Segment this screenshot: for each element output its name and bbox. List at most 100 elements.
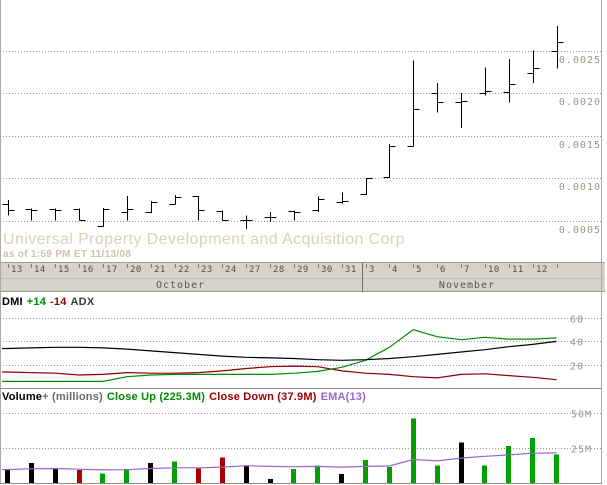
date-label: 16 <box>82 265 94 275</box>
volume-axis-label: 50M <box>571 410 592 421</box>
volume-bar <box>196 468 201 483</box>
volume-bar <box>5 469 10 483</box>
date-tick <box>103 264 104 268</box>
volume-bar <box>29 462 34 483</box>
company-title-watermark: Universal Property Development and Acqui… <box>3 231 405 248</box>
date-label: 13 <box>11 265 23 275</box>
dmi-axis-label: 20 <box>570 362 584 373</box>
date-tick <box>8 264 9 268</box>
date-tick <box>437 264 438 268</box>
volume-bar <box>220 457 225 483</box>
volume-bar <box>435 465 440 483</box>
price-axis-label: 0.0025 <box>559 55 601 66</box>
date-tick <box>222 264 223 268</box>
date-tick <box>175 264 176 268</box>
volume-panel-header: Volume+ (millions) Close Up (225.3M) Close… <box>2 391 370 403</box>
volume-bar <box>363 460 368 483</box>
date-label: 30 <box>321 265 333 275</box>
volume-bar <box>554 454 559 483</box>
date-label: 4 <box>392 265 398 275</box>
dmi-label: DMI <box>2 296 23 308</box>
volume-bar <box>339 474 344 483</box>
price-axis-label: 0.0005 <box>559 225 601 236</box>
volume-bar <box>172 461 177 483</box>
date-tick <box>31 264 32 268</box>
date-label: 7 <box>464 265 470 275</box>
date-axis-days: 13 14 15 16 17 20 21 22 23 24 27 28 29 30 31 3 4 5 6 7 10 11 1… <box>0 263 605 278</box>
date-tick <box>533 264 534 268</box>
date-tick <box>557 264 558 268</box>
plus-di-label: +14 <box>26 296 47 308</box>
month-separator <box>362 263 363 292</box>
close-up-label: Close Up (225.3M) <box>106 391 206 403</box>
date-axis-months: October November <box>0 278 605 292</box>
price-axis-label: 0.0010 <box>559 182 601 193</box>
date-tick <box>79 264 80 268</box>
date-tick <box>151 264 152 268</box>
date-tick <box>55 264 56 268</box>
date-label: 10 <box>488 265 500 275</box>
date-label: 31 <box>345 265 357 275</box>
volume-bar <box>506 446 511 483</box>
volume-bar <box>124 469 129 483</box>
volume-bar <box>482 465 487 483</box>
close-down-label: Close Down (37.9M) <box>209 391 317 403</box>
adx-label: ADX <box>70 296 95 308</box>
volume-bar <box>100 473 105 483</box>
date-label: 23 <box>201 265 213 275</box>
volume-bar <box>77 469 82 483</box>
date-tick <box>342 264 343 268</box>
price-axis-label: 0.0015 <box>559 140 601 151</box>
date-tick <box>461 264 462 268</box>
volume-axis-label: 25M <box>571 445 592 456</box>
date-label: 22 <box>178 265 190 275</box>
dmi-panel-header: DMI +14 -14 ADX <box>2 296 98 308</box>
date-axis-strip: 13 14 15 16 17 20 21 22 23 24 27 28 29 30 31 3 4 5 6 7 10 11 1… <box>0 262 605 292</box>
as-of-timestamp: as of 1:59 PM ET 11/13/08 <box>3 249 132 260</box>
date-tick <box>127 264 128 268</box>
volume-bar <box>148 462 153 483</box>
dmi-axis-label: 40 <box>570 338 584 349</box>
date-label: 21 <box>154 265 166 275</box>
volume-units-label: + (millions) <box>42 391 103 403</box>
date-tick <box>509 264 510 268</box>
date-tick <box>485 264 486 268</box>
ema-label: EMA(13) <box>320 391 366 403</box>
date-label: 11 <box>512 265 524 275</box>
date-tick <box>246 264 247 268</box>
volume-bar <box>459 442 464 483</box>
date-tick <box>294 264 295 268</box>
date-label: 20 <box>130 265 142 275</box>
date-tick <box>389 264 390 268</box>
volume-bar <box>387 467 392 483</box>
date-label: 3 <box>369 265 375 275</box>
date-label: 14 <box>34 265 46 275</box>
price-axis-label: 0.0020 <box>559 97 601 108</box>
date-label: 5 <box>416 265 422 275</box>
dmi-line--di- <box>2 329 557 382</box>
date-tick <box>366 264 367 268</box>
date-label: 28 <box>273 265 285 275</box>
date-tick <box>318 264 319 268</box>
volume-bar <box>268 479 273 483</box>
chart-right-border <box>601 0 602 483</box>
date-label: 17 <box>106 265 118 275</box>
date-tick <box>198 264 199 268</box>
month-label: October <box>156 280 206 291</box>
dmi-axis-label: 60 <box>570 315 584 326</box>
date-tick <box>413 264 414 268</box>
date-label: 27 <box>249 265 261 275</box>
minus-di-label: -14 <box>50 296 67 308</box>
date-tick <box>270 264 271 268</box>
date-label: 24 <box>225 265 237 275</box>
dmi-line-adx <box>2 340 557 361</box>
volume-bar <box>53 468 58 483</box>
month-label: November <box>438 280 496 291</box>
volume-bar <box>530 437 535 483</box>
volume-bar <box>315 465 320 483</box>
date-label: 29 <box>297 265 309 275</box>
date-label: 15 <box>58 265 70 275</box>
date-label: 6 <box>440 265 446 275</box>
